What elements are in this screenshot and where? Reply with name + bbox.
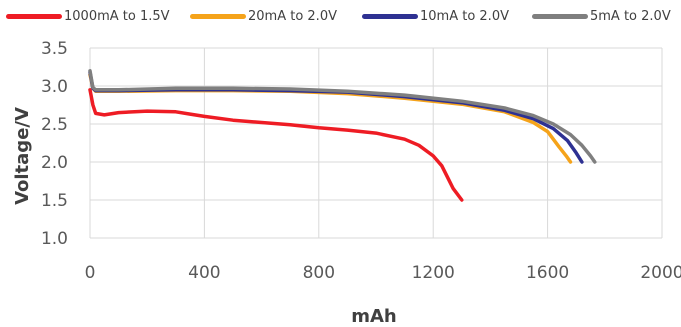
y-tick-label: 2.5 [41, 115, 68, 135]
y-tick-label: 1.5 [41, 191, 68, 211]
x-axis-title: mAh [351, 306, 397, 327]
y-tick-label: 1.0 [41, 229, 68, 249]
legend-swatch [362, 13, 418, 19]
y-tick-label: 2.0 [41, 153, 68, 173]
legend-swatch [6, 13, 62, 19]
y-axis-title: Voltage/V [12, 107, 33, 205]
series-line-4 [88, 69, 597, 164]
x-tick-label: 1200 [412, 263, 455, 283]
legend-label: 1000mA to 1.5V [64, 8, 170, 24]
legend-swatch [190, 13, 246, 19]
legend-label: 20mA to 2.0V [248, 8, 337, 24]
x-tick-label: 400 [188, 263, 220, 283]
x-tick-label: 2000 [640, 263, 681, 283]
series-lines [88, 69, 597, 202]
legend-item: 1000mA to 1.5V [6, 6, 170, 26]
y-tick-label: 3.0 [41, 77, 68, 97]
legend-item: 20mA to 2.0V [190, 6, 337, 26]
x-tick-labels: 0 400 800 1200 1600 2000 [85, 263, 681, 283]
legend-item: 5mA to 2.0V [532, 6, 671, 26]
y-tick-labels: 1.0 1.5 2.0 2.5 3.0 3.5 [41, 39, 68, 249]
x-tick-label: 800 [303, 263, 335, 283]
x-tick-label: 0 [85, 263, 96, 283]
x-tick-label: 1600 [526, 263, 569, 283]
legend-swatch [532, 13, 588, 19]
series-line-1 [88, 88, 464, 202]
grid [89, 47, 663, 239]
legend-label: 5mA to 2.0V [590, 8, 671, 24]
legend-item: 10mA to 2.0V [362, 6, 509, 26]
legend-label: 10mA to 2.0V [420, 8, 509, 24]
y-tick-label: 3.5 [41, 39, 68, 59]
legend: 1000mA to 1.5V 20mA to 2.0V 10mA to 2.0V 5m… [0, 4, 681, 28]
